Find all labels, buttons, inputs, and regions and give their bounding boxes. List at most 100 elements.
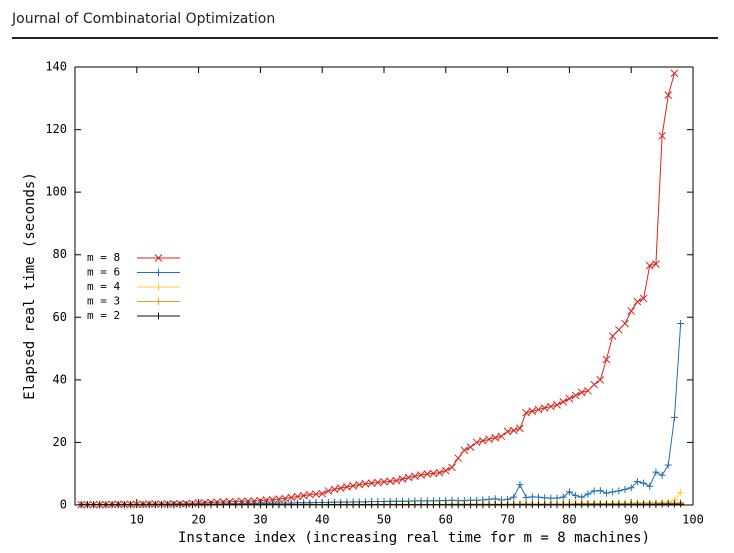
- data-point: [677, 320, 685, 328]
- data-point: [590, 500, 598, 508]
- data-point: [677, 488, 685, 496]
- data-point: [640, 479, 648, 487]
- data-point: [571, 391, 580, 400]
- data-point: [640, 500, 648, 508]
- data-point: [572, 500, 580, 508]
- data-point: [373, 478, 382, 487]
- data-point: [306, 501, 314, 509]
- data-point: [435, 468, 444, 477]
- x-tick-label: 80: [562, 513, 576, 527]
- data-point: [645, 261, 654, 270]
- data-point: [621, 319, 629, 328]
- legend-label: m = 6: [87, 266, 120, 279]
- data-point: [522, 501, 530, 509]
- data-point: [670, 413, 678, 421]
- data-point: [417, 471, 425, 479]
- data-point: [361, 479, 370, 488]
- x-tick-label: 20: [191, 513, 205, 527]
- y-tick-label: 60: [53, 310, 67, 324]
- x-tick-label: 70: [500, 513, 514, 527]
- x-axis-label: Instance index (increasing real time for…: [178, 530, 650, 546]
- data-point: [268, 495, 277, 504]
- data-point: [392, 476, 401, 485]
- data-point: [670, 69, 679, 78]
- data-point: [355, 501, 363, 509]
- data-point: [614, 325, 623, 334]
- x-tick-label: 50: [377, 513, 391, 527]
- data-point: [522, 408, 530, 417]
- data-point: [380, 501, 388, 509]
- data-point: [367, 479, 376, 487]
- data-point: [615, 487, 623, 495]
- data-point: [491, 433, 500, 442]
- data-point: [232, 501, 240, 509]
- legend-marker: [155, 269, 162, 276]
- y-tick-label: 100: [45, 185, 67, 199]
- data-point: [516, 501, 524, 509]
- data-point: [380, 477, 388, 486]
- y-axis-label: Elapsed real time (seconds): [22, 172, 38, 400]
- data-point: [615, 500, 623, 508]
- data-point: [466, 443, 475, 451]
- data-point: [467, 501, 475, 509]
- data-point: [300, 501, 308, 509]
- data-point: [522, 493, 530, 501]
- data-point: [646, 482, 654, 490]
- x-tick-label: 40: [315, 513, 329, 527]
- data-point: [596, 487, 604, 495]
- y-tick-label: 20: [53, 435, 67, 449]
- data-point: [584, 386, 592, 395]
- data-point: [528, 501, 536, 509]
- data-point: [188, 501, 196, 509]
- data-point: [460, 501, 468, 509]
- data-point: [213, 501, 221, 509]
- data-point: [337, 501, 345, 509]
- legend-marker: [155, 298, 162, 305]
- data-point: [596, 500, 604, 508]
- data-point: [442, 501, 450, 509]
- data-point: [256, 501, 264, 509]
- data-point: [670, 500, 678, 508]
- data-point: [504, 501, 512, 509]
- data-point: [553, 401, 561, 409]
- data-point: [485, 435, 493, 444]
- data-point: [472, 438, 481, 447]
- data-point: [355, 480, 364, 489]
- data-point: [250, 501, 258, 509]
- data-point: [441, 466, 450, 475]
- data-point: [201, 501, 209, 509]
- data-point: [664, 500, 672, 508]
- data-point: [436, 501, 444, 509]
- data-point: [602, 355, 611, 364]
- data-point: [510, 501, 518, 509]
- data-point: [479, 437, 487, 445]
- data-point: [411, 472, 419, 481]
- data-point: [559, 493, 567, 501]
- data-point: [652, 260, 660, 268]
- data-point: [602, 489, 610, 497]
- data-point: [646, 500, 654, 508]
- data-point: [578, 500, 586, 508]
- data-point: [145, 501, 153, 509]
- x-tick-label: 30: [253, 513, 267, 527]
- data-point: [577, 388, 586, 397]
- data-point: [429, 469, 438, 478]
- data-point: [324, 501, 332, 509]
- data-point: [448, 501, 456, 509]
- data-point: [497, 432, 506, 441]
- data-point: [429, 501, 437, 509]
- data-point: [287, 501, 295, 509]
- data-point: [158, 501, 166, 509]
- data-point: [633, 478, 641, 486]
- data-point: [633, 500, 641, 508]
- data-point: [479, 501, 487, 509]
- data-point: [399, 501, 407, 509]
- data-point: [584, 490, 592, 498]
- data-point: [503, 427, 512, 436]
- data-point: [633, 297, 642, 306]
- data-point: [404, 473, 413, 482]
- data-point: [238, 501, 246, 509]
- data-point: [565, 394, 574, 403]
- data-point: [535, 501, 542, 509]
